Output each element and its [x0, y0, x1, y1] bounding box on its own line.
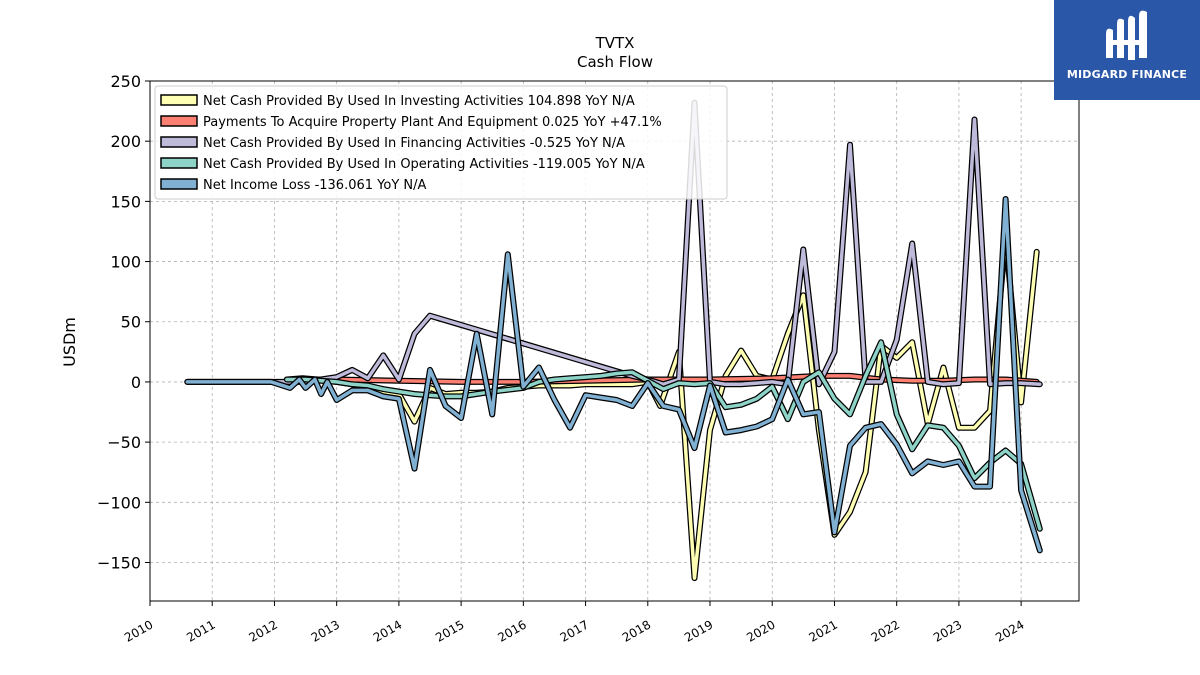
- x-tick-label: 2010: [122, 617, 155, 644]
- legend-swatch-net-cash-provided-by-used-in-investing-activities: [160, 94, 198, 106]
- y-axis-label: USDm: [60, 317, 79, 367]
- legend: Net Cash Provided By Used In Investing A…: [154, 85, 728, 200]
- legend-label-net-cash-provided-by-used-in-financing-activities: Net Cash Provided By Used In Financing A…: [203, 136, 625, 151]
- x-tick-label: 2016: [495, 617, 528, 644]
- brand-name: MIDGARD FINANCE: [1066, 68, 1188, 81]
- x-tick-label: 2012: [246, 617, 279, 644]
- y-tick-label: 100: [110, 253, 141, 272]
- x-tick-label: 2024: [993, 617, 1026, 644]
- legend-label-payments-to-acquire-property-plant-and-equipment: Payments To Acquire Property Plant And E…: [203, 115, 662, 130]
- legend-label-net-cash-provided-by-used-in-investing-activities: Net Cash Provided By Used In Investing A…: [203, 94, 635, 109]
- series-line-net-cash-provided-by-used-in-financing-activities: [185, 100, 1042, 387]
- x-tick-label: 2023: [931, 617, 964, 644]
- legend-swatch-net-cash-provided-by-used-in-operating-activities: [160, 157, 198, 169]
- y-tick-label: −50: [107, 433, 141, 452]
- x-tick-label: 2015: [433, 617, 466, 644]
- y-tick-label: 200: [110, 132, 141, 151]
- x-tick-label: 2017: [558, 617, 591, 644]
- series-line-net-income-loss: [185, 197, 1042, 553]
- legend-swatch-payments-to-acquire-property-plant-and-equipment: [160, 115, 198, 127]
- plot-area-frame: [149, 80, 1080, 602]
- y-tick-label: 0: [131, 373, 141, 392]
- legend-box: [154, 85, 728, 200]
- chart-title: TVTX: [595, 34, 635, 52]
- legend-swatch-net-income-loss: [160, 178, 198, 190]
- x-tick-label: 2011: [184, 617, 217, 644]
- y-tick-label: −150: [97, 553, 141, 572]
- chart-subtitle: Cash Flow: [577, 53, 653, 71]
- x-tick-label: 2018: [620, 617, 653, 644]
- series-line-payments-to-acquire-property-plant-and-equipment: [285, 374, 1039, 384]
- series-lines: [184, 99, 1043, 582]
- y-tick-label: 50: [121, 313, 141, 332]
- brand-mark-icon: [1106, 10, 1147, 60]
- series-line-net-cash-provided-by-used-in-operating-activities: [285, 340, 1042, 531]
- legend-label-net-cash-provided-by-used-in-operating-activities: Net Cash Provided By Used In Operating A…: [203, 157, 645, 172]
- legend-label-net-income-loss: Net Income Loss -136.061 YoY N/A: [203, 178, 426, 193]
- y-tick-label: −100: [97, 493, 141, 512]
- y-tick-label: 150: [110, 192, 141, 211]
- x-tick-label: 2022: [869, 617, 902, 644]
- brand-logo: MIDGARD FINANCE: [1054, 0, 1200, 100]
- y-tick-label: 250: [110, 72, 141, 91]
- x-tick-label: 2013: [309, 617, 342, 644]
- x-tick-label: 2021: [807, 617, 840, 644]
- legend-swatch-net-cash-provided-by-used-in-financing-activities: [160, 136, 198, 148]
- x-tick-label: 2019: [682, 617, 715, 644]
- x-tick-label: 2020: [744, 617, 777, 644]
- x-tick-label: 2014: [371, 617, 404, 644]
